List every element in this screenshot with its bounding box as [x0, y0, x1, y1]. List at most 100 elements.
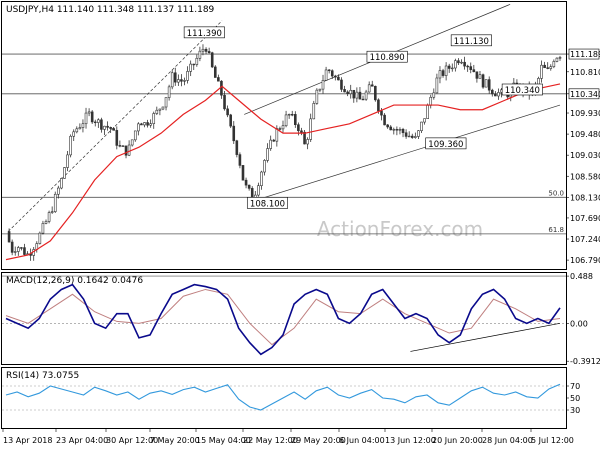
candle-body: [300, 130, 303, 133]
candle-body: [167, 86, 171, 98]
candle-body: [414, 136, 417, 138]
candle-body: [81, 123, 85, 128]
x-axis-label: 30 Apr 12:00: [106, 436, 158, 445]
candle-body: [284, 114, 288, 127]
macd-axis-label: 0.488: [570, 272, 593, 281]
candle-body: [377, 99, 380, 112]
candle-body: [66, 154, 69, 168]
candle-body: [540, 64, 543, 79]
macd-axis-label: 0.00: [570, 319, 588, 328]
candle-body: [552, 61, 556, 68]
candle-body: [410, 135, 414, 138]
candle-body: [158, 108, 162, 111]
candle-body: [475, 71, 479, 79]
candle-body: [44, 221, 48, 224]
pivot-label-box: [425, 137, 467, 150]
candle-body: [170, 72, 174, 88]
candle-body: [20, 247, 23, 249]
price-axis-label: 107.690: [570, 214, 600, 223]
macd-panel-frame: [1, 272, 567, 365]
pivot-label: 111.130: [454, 37, 489, 47]
x-axis-label: 28 Jun 04:00: [482, 436, 533, 445]
x-axis-label: 22 May 12:00: [243, 436, 298, 445]
candle-body: [247, 184, 251, 189]
x-axis-label: 13 Apr 2018: [3, 436, 52, 445]
x-axis-label: 13 Jun 12:00: [385, 436, 436, 445]
candle-body: [309, 118, 313, 140]
candle-body: [380, 110, 383, 116]
candle-body: [152, 113, 156, 124]
rsi-line: [5, 383, 561, 411]
rsi-axis-label: 50: [570, 394, 580, 403]
macd-signal-line: [5, 288, 561, 346]
candle-body: [297, 124, 300, 132]
candle-body: [75, 128, 79, 133]
candle-body: [257, 185, 260, 196]
candle-body: [10, 241, 14, 253]
candle-body: [72, 131, 76, 137]
rsi-title: RSI(14) 73.0755: [6, 371, 79, 381]
candle-body: [321, 80, 325, 90]
candle-body: [312, 103, 316, 120]
candle-body: [278, 128, 282, 130]
candle-body: [352, 89, 356, 99]
candle-body: [232, 125, 236, 142]
pivot-label-box: [450, 34, 492, 47]
pivot-label-box: [501, 83, 543, 96]
moving-average-line: [5, 83, 561, 261]
pivot-label: 111.390: [187, 29, 222, 39]
candle-body: [417, 130, 420, 137]
price-axis-label: 108.130: [570, 193, 600, 202]
candle-body: [137, 123, 140, 132]
candle-body: [370, 84, 374, 87]
candle-body: [426, 105, 429, 119]
candle-body: [463, 61, 466, 67]
candle-body: [401, 129, 405, 134]
pivot-label: 108.100: [250, 199, 285, 209]
candle-body: [423, 118, 426, 123]
candle-body: [198, 50, 202, 59]
candle-body: [183, 80, 186, 82]
candle-body: [260, 171, 263, 186]
x-axis-label: 29 May 20:00: [291, 436, 346, 445]
candle-body: [543, 64, 546, 69]
pivot-label: 109.360: [428, 140, 463, 150]
candle-body: [127, 144, 131, 156]
price-axis-label: 109.030: [570, 151, 600, 160]
candle-body: [263, 160, 266, 173]
candle-body: [444, 65, 448, 76]
candle-body: [17, 247, 20, 252]
rsi-axis-label: 30: [570, 406, 580, 415]
candle-body: [84, 112, 88, 125]
candle-body: [343, 89, 346, 93]
price-title: USDJPY,H4 111.140 111.348 111.137 111.18…: [6, 5, 215, 15]
candle-body: [558, 57, 562, 59]
candle-body: [318, 88, 322, 91]
candle-body: [238, 154, 242, 166]
candle-body: [173, 72, 177, 83]
candle-body: [241, 165, 245, 181]
price-axis-label: 106.790: [570, 256, 600, 265]
candle-body: [287, 114, 291, 116]
candle-body: [121, 145, 125, 147]
price-axis-label: 109.480: [570, 130, 600, 139]
candle-body: [60, 178, 63, 189]
candle-body: [330, 70, 334, 77]
candle-body: [490, 89, 494, 95]
candle-body: [466, 65, 469, 68]
candle-body: [69, 135, 72, 156]
candle-body: [555, 57, 559, 62]
candle-body: [186, 71, 189, 81]
candle-body: [374, 85, 377, 101]
candle-body: [395, 129, 399, 131]
macd-axis-label: -0.3912: [570, 357, 600, 366]
candle-body: [349, 89, 353, 94]
candle-body: [143, 122, 146, 126]
candle-body: [146, 122, 149, 126]
candle-body: [235, 140, 239, 155]
candle-body: [546, 67, 549, 69]
channel-lower-line: [252, 104, 561, 202]
candle-body: [189, 63, 192, 72]
candle-body: [115, 130, 119, 146]
